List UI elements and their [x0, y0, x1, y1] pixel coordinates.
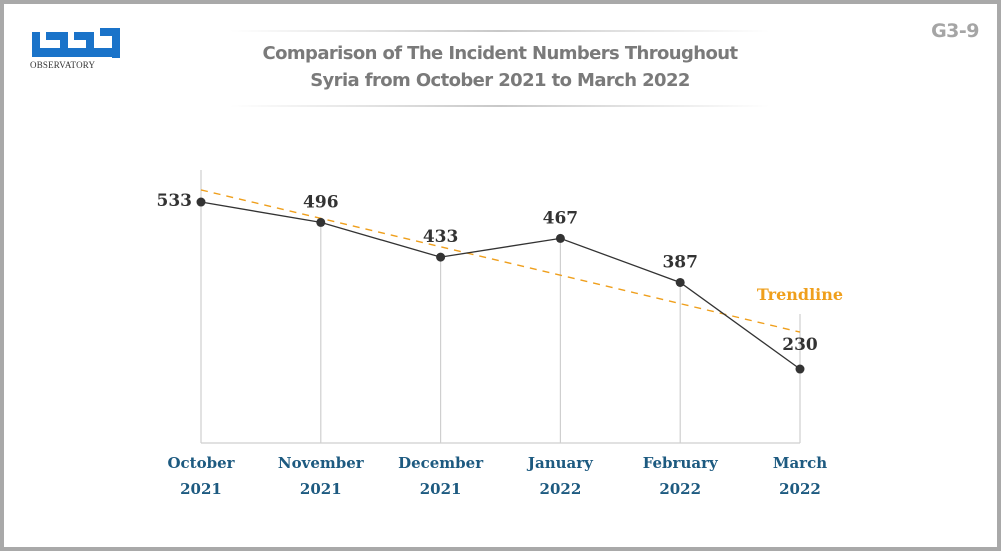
x-tick-label-month: March [773, 454, 827, 472]
line-layer [200, 201, 801, 370]
data-label: 467 [543, 208, 579, 228]
logo-mark [32, 28, 120, 58]
x-tick-label-year: 2021 [300, 480, 342, 498]
chart-title-block: Comparison of The Incident Numbers Throu… [230, 28, 770, 107]
title-divider-bottom [230, 105, 770, 107]
label-layer: Trendline 533 496 433 467 387 230 [157, 191, 844, 355]
data-label: 496 [303, 192, 339, 212]
data-point [196, 197, 206, 207]
chart-code: G3-9 [931, 20, 979, 42]
chart-title-line-1: Comparison of The Incident Numbers Throu… [262, 43, 739, 64]
x-tick-label-month: November [278, 454, 365, 472]
chart-title-line-2: Syria from October 2021 to March 2022 [310, 70, 690, 91]
trendline [200, 189, 801, 333]
data-label: 533 [157, 191, 193, 211]
data-point [795, 364, 805, 374]
x-tick-label-year: 2021 [180, 480, 222, 498]
data-point [555, 233, 565, 243]
logo-subtext: OBSERVATORY [30, 60, 96, 70]
grid-layer [200, 170, 801, 443]
trend-layer [200, 189, 801, 333]
data-point [316, 217, 326, 227]
title-divider-top [230, 30, 770, 32]
x-tick-label-month: January [526, 454, 594, 472]
x-tick-label-month: December [398, 454, 484, 472]
data-label: 230 [782, 335, 818, 355]
point-layer [196, 197, 805, 374]
data-point [436, 252, 446, 262]
x-tick-label-year: 2021 [420, 480, 462, 498]
x-tick-label-month: October [167, 454, 235, 472]
x-tick-label-year: 2022 [540, 480, 582, 498]
chart-title: Comparison of The Incident Numbers Throu… [230, 40, 770, 94]
data-label: 387 [662, 252, 698, 272]
x-tick-label-month: February [643, 454, 719, 472]
x-tick-label-year: 2022 [659, 480, 701, 498]
observatory-logo: OBSERVATORY [30, 28, 125, 74]
data-label: 433 [423, 227, 459, 247]
axis-layer: October 2021 November 2021 December 2021 Janua… [167, 442, 827, 498]
x-tick-label-year: 2022 [779, 480, 821, 498]
series-line [200, 201, 801, 370]
data-point [675, 277, 685, 287]
trendline-label: Trendline [757, 285, 843, 304]
